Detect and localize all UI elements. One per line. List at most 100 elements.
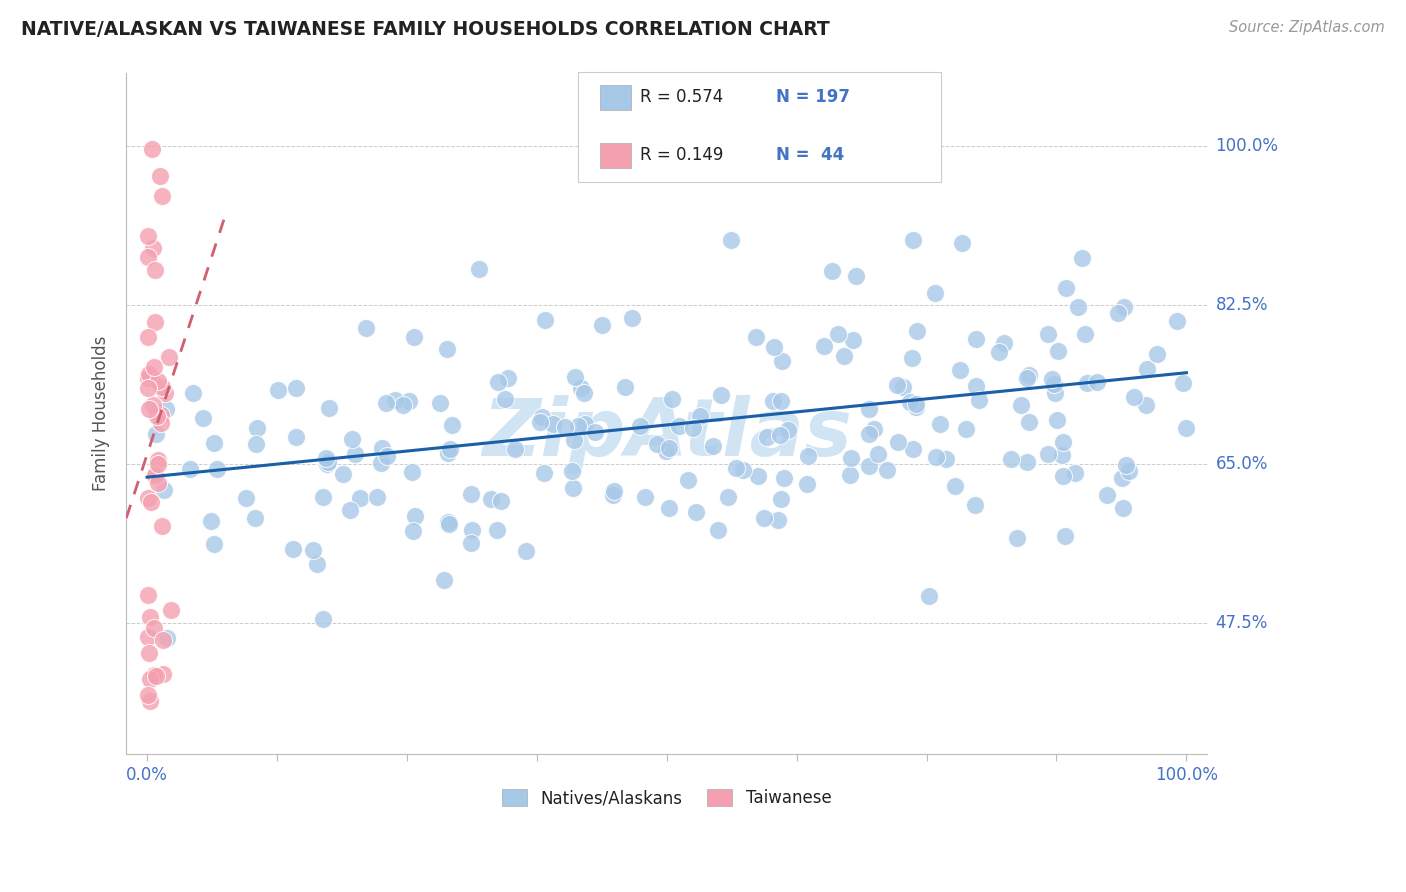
Point: [924, 285, 946, 300]
Point: [583, 425, 606, 439]
Point: [658, 501, 681, 516]
Point: [437, 445, 460, 459]
Point: [702, 439, 724, 453]
Point: [572, 386, 595, 401]
Point: [200, 514, 222, 528]
Point: [567, 418, 589, 433]
Point: [150, 519, 173, 533]
Point: [315, 451, 337, 466]
Point: [769, 393, 792, 408]
Point: [661, 392, 683, 407]
Point: [1046, 343, 1069, 358]
Point: [614, 380, 637, 394]
Point: [312, 612, 335, 626]
Point: [138, 646, 160, 660]
Point: [988, 345, 1011, 359]
Point: [901, 233, 924, 247]
Text: N = 197: N = 197: [776, 88, 851, 106]
Point: [149, 169, 172, 184]
Point: [564, 370, 586, 384]
Point: [143, 359, 166, 374]
Point: [602, 488, 624, 502]
Point: [429, 396, 451, 410]
Point: [468, 262, 491, 277]
Point: [1017, 371, 1039, 385]
Point: [136, 688, 159, 702]
Point: [845, 269, 868, 284]
Point: [179, 462, 201, 476]
Point: [1007, 531, 1029, 545]
Point: [574, 417, 596, 432]
Point: [433, 574, 456, 588]
Point: [1076, 376, 1098, 390]
Point: [139, 610, 162, 624]
Point: [139, 495, 162, 509]
Point: [733, 463, 755, 477]
Point: [901, 442, 924, 457]
Point: [496, 371, 519, 385]
Point: [935, 452, 957, 467]
Point: [1112, 301, 1135, 315]
Point: [235, 491, 257, 506]
Point: [1018, 368, 1040, 382]
Point: [1107, 306, 1129, 320]
Point: [866, 447, 889, 461]
Point: [1171, 376, 1194, 390]
Text: R = 0.149: R = 0.149: [640, 146, 723, 164]
Point: [561, 464, 583, 478]
Point: [621, 311, 644, 326]
Point: [724, 461, 747, 475]
Point: [554, 420, 576, 434]
Point: [494, 392, 516, 406]
Point: [371, 441, 394, 455]
Point: [375, 449, 398, 463]
Point: [1000, 452, 1022, 467]
Point: [404, 330, 426, 344]
Point: [898, 394, 921, 409]
Point: [489, 493, 512, 508]
Point: [246, 420, 269, 434]
Point: [384, 392, 406, 407]
Point: [138, 250, 160, 264]
Point: [155, 385, 177, 400]
Point: [136, 381, 159, 395]
Point: [655, 443, 678, 458]
Point: [307, 557, 329, 571]
Point: [1071, 252, 1094, 266]
Point: [436, 342, 458, 356]
Point: [529, 416, 551, 430]
Point: [1017, 455, 1039, 469]
Point: [796, 449, 818, 463]
Point: [839, 450, 862, 465]
Point: [530, 410, 553, 425]
Point: [150, 416, 173, 430]
Point: [1038, 326, 1060, 341]
Point: [349, 491, 371, 506]
Point: [1112, 500, 1135, 515]
Point: [191, 410, 214, 425]
Point: [747, 469, 769, 483]
Point: [1010, 398, 1032, 412]
Point: [404, 508, 426, 523]
Point: [138, 367, 160, 381]
Point: [316, 454, 339, 468]
Point: [141, 142, 163, 156]
Point: [150, 380, 173, 394]
Point: [1054, 529, 1077, 543]
Point: [366, 490, 388, 504]
Point: [839, 467, 862, 482]
Point: [145, 669, 167, 683]
Point: [533, 467, 555, 481]
Point: [152, 632, 174, 647]
Point: [918, 589, 941, 603]
Point: [766, 513, 789, 527]
Point: [391, 398, 413, 412]
Point: [141, 371, 163, 385]
Text: N =  44: N = 44: [776, 146, 845, 164]
Point: [710, 388, 733, 402]
Text: ZipAtlas: ZipAtlas: [482, 395, 852, 473]
Point: [949, 363, 972, 377]
Point: [564, 433, 586, 447]
Point: [146, 452, 169, 467]
Point: [1136, 362, 1159, 376]
